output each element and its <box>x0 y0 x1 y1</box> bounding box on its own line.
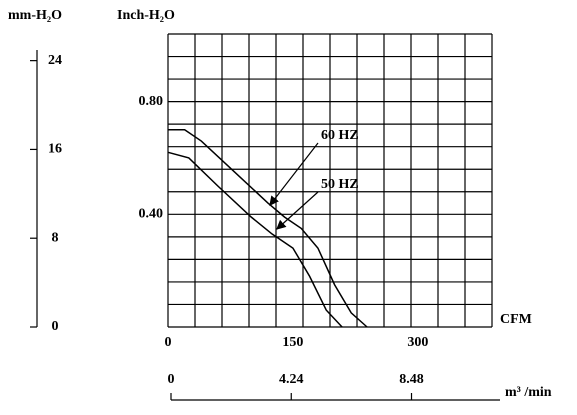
x2-axis-title: m³ /min <box>505 385 552 400</box>
y-tick-label: 0.40 <box>139 207 164 222</box>
grid <box>167 33 493 328</box>
x-axis-title: CFM <box>500 312 532 327</box>
curve <box>168 129 368 328</box>
x-tick-label: 0 <box>165 335 172 350</box>
y2-tick-label: 16 <box>48 142 62 157</box>
series-label: 60 HZ <box>321 128 359 143</box>
x2-tick-label: 0 <box>168 372 175 387</box>
y-axis-title: Inch-H₂O <box>117 8 175 23</box>
arrow <box>269 142 319 206</box>
x2-tick-label: 4.24 <box>279 372 304 387</box>
y2-tick-label: 0 <box>52 319 59 334</box>
arrow <box>276 191 319 230</box>
x-tick-label: 300 <box>407 335 428 350</box>
curve <box>167 151 343 328</box>
y2-axis-title: mm-H₂O <box>8 8 62 23</box>
y2-tick-label: 24 <box>48 53 62 68</box>
series-label: 50 HZ <box>321 177 359 192</box>
y2-tick-label: 8 <box>52 230 59 245</box>
x2-tick-label: 8.48 <box>399 372 424 387</box>
y-tick-label: 0.80 <box>139 94 164 109</box>
x-tick-label: 150 <box>282 335 303 350</box>
